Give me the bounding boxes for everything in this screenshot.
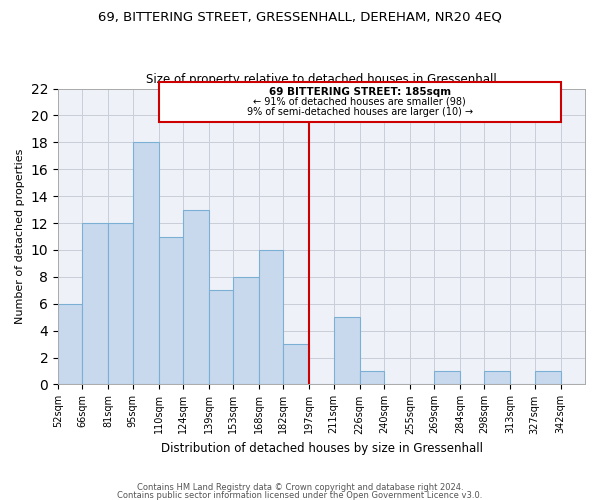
Text: ← 91% of detached houses are smaller (98): ← 91% of detached houses are smaller (98… bbox=[253, 96, 466, 106]
FancyBboxPatch shape bbox=[158, 82, 561, 122]
Text: Contains HM Land Registry data © Crown copyright and database right 2024.: Contains HM Land Registry data © Crown c… bbox=[137, 484, 463, 492]
Bar bbox=[334, 317, 359, 384]
Title: Size of property relative to detached houses in Gressenhall: Size of property relative to detached ho… bbox=[146, 73, 497, 86]
Text: Contains public sector information licensed under the Open Government Licence v3: Contains public sector information licen… bbox=[118, 490, 482, 500]
Bar bbox=[58, 304, 82, 384]
Bar bbox=[434, 371, 460, 384]
Bar bbox=[133, 142, 158, 384]
Bar bbox=[259, 250, 283, 384]
Bar bbox=[183, 210, 209, 384]
Bar bbox=[484, 371, 511, 384]
Text: 69 BITTERING STREET: 185sqm: 69 BITTERING STREET: 185sqm bbox=[269, 86, 451, 97]
Bar bbox=[233, 277, 259, 384]
Text: 9% of semi-detached houses are larger (10) →: 9% of semi-detached houses are larger (1… bbox=[247, 106, 473, 117]
Bar bbox=[158, 236, 183, 384]
Bar bbox=[82, 223, 108, 384]
Text: 69, BITTERING STREET, GRESSENHALL, DEREHAM, NR20 4EQ: 69, BITTERING STREET, GRESSENHALL, DEREH… bbox=[98, 10, 502, 23]
X-axis label: Distribution of detached houses by size in Gressenhall: Distribution of detached houses by size … bbox=[161, 442, 482, 455]
Bar bbox=[359, 371, 384, 384]
Bar bbox=[283, 344, 310, 385]
Bar bbox=[209, 290, 233, 384]
Bar bbox=[535, 371, 561, 384]
Y-axis label: Number of detached properties: Number of detached properties bbox=[15, 149, 25, 324]
Bar bbox=[108, 223, 133, 384]
